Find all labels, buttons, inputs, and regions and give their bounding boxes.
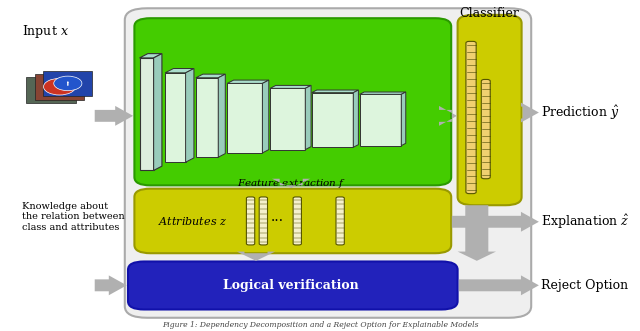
Text: Prediction $\hat{y}$: Prediction $\hat{y}$ (541, 104, 620, 121)
FancyBboxPatch shape (466, 41, 476, 194)
Bar (360, 94, 401, 146)
Polygon shape (186, 69, 194, 162)
Bar (165, 73, 186, 162)
Text: Attributes $z$: Attributes $z$ (158, 215, 227, 227)
Polygon shape (270, 85, 311, 88)
Text: Knowledge about
the relation between
class and attributes: Knowledge about the relation between cla… (22, 202, 125, 232)
Polygon shape (305, 85, 311, 150)
FancyBboxPatch shape (134, 189, 451, 253)
FancyBboxPatch shape (336, 197, 344, 245)
Polygon shape (165, 69, 194, 73)
FancyBboxPatch shape (35, 74, 84, 100)
Polygon shape (452, 212, 539, 232)
Polygon shape (227, 80, 269, 83)
Polygon shape (521, 103, 539, 122)
Polygon shape (272, 179, 310, 188)
Polygon shape (459, 275, 539, 295)
Polygon shape (95, 106, 133, 126)
Polygon shape (458, 205, 496, 261)
Text: Feature extraction $f$: Feature extraction $f$ (237, 177, 346, 190)
FancyBboxPatch shape (458, 15, 522, 205)
FancyBboxPatch shape (125, 8, 531, 318)
Polygon shape (353, 90, 358, 147)
Text: ···: ··· (271, 214, 284, 228)
Text: Classifier: Classifier (460, 7, 520, 20)
Bar (270, 88, 305, 150)
FancyBboxPatch shape (43, 71, 92, 96)
Text: Input $x$: Input $x$ (22, 23, 69, 40)
Circle shape (44, 78, 76, 95)
FancyBboxPatch shape (293, 197, 301, 245)
FancyBboxPatch shape (128, 261, 458, 309)
Bar (196, 78, 218, 157)
Polygon shape (237, 252, 275, 261)
Polygon shape (360, 92, 406, 94)
Bar (140, 58, 154, 170)
Text: Reject Option: Reject Option (541, 279, 628, 292)
FancyBboxPatch shape (481, 79, 490, 179)
Polygon shape (262, 80, 269, 153)
Polygon shape (140, 54, 162, 58)
Polygon shape (154, 54, 162, 170)
Text: Logical verification: Logical verification (223, 279, 359, 292)
Text: Explanation $\hat{z}$: Explanation $\hat{z}$ (541, 213, 629, 231)
Polygon shape (312, 90, 358, 93)
Polygon shape (439, 106, 457, 126)
Polygon shape (401, 92, 406, 146)
FancyBboxPatch shape (259, 197, 268, 245)
FancyBboxPatch shape (246, 197, 255, 245)
Text: Figure 1: Dependency Decomposition and a Reject Option for Explainable Models: Figure 1: Dependency Decomposition and a… (162, 321, 478, 329)
Circle shape (54, 76, 82, 91)
Polygon shape (95, 275, 127, 295)
FancyBboxPatch shape (26, 77, 76, 103)
Bar (312, 93, 353, 147)
FancyBboxPatch shape (134, 18, 451, 185)
Polygon shape (196, 74, 225, 78)
Polygon shape (218, 74, 225, 157)
Bar (227, 83, 262, 153)
